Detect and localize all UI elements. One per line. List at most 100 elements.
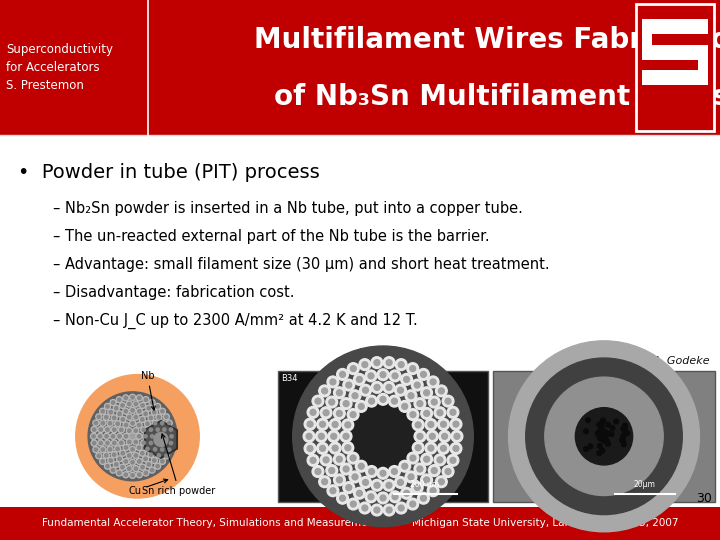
Circle shape — [136, 472, 143, 478]
Circle shape — [169, 428, 173, 431]
Circle shape — [120, 464, 125, 470]
Circle shape — [146, 447, 149, 450]
Circle shape — [307, 407, 319, 418]
Circle shape — [307, 455, 319, 466]
Circle shape — [96, 414, 102, 420]
Circle shape — [621, 427, 626, 431]
Circle shape — [374, 482, 380, 488]
Circle shape — [109, 410, 112, 414]
Circle shape — [329, 399, 335, 405]
Circle shape — [124, 409, 127, 413]
Circle shape — [604, 438, 609, 443]
Text: •  Powder in tube (PIT) process: • Powder in tube (PIT) process — [18, 163, 320, 182]
Circle shape — [166, 420, 172, 426]
Circle shape — [76, 375, 199, 498]
Circle shape — [329, 468, 335, 474]
Circle shape — [320, 407, 332, 418]
Circle shape — [346, 484, 351, 490]
Circle shape — [136, 433, 142, 440]
Circle shape — [131, 474, 134, 477]
Circle shape — [438, 479, 444, 485]
Circle shape — [153, 448, 157, 451]
Text: B34: B34 — [281, 374, 297, 383]
Circle shape — [104, 454, 108, 457]
Text: –: – — [52, 229, 59, 244]
Circle shape — [121, 418, 125, 421]
Circle shape — [121, 451, 125, 455]
Circle shape — [98, 427, 104, 433]
Circle shape — [111, 415, 117, 421]
Circle shape — [399, 401, 410, 412]
Circle shape — [425, 442, 437, 454]
Circle shape — [366, 465, 377, 477]
Circle shape — [168, 427, 174, 433]
Circle shape — [359, 463, 364, 469]
Circle shape — [92, 441, 96, 445]
Circle shape — [337, 368, 348, 380]
Circle shape — [312, 465, 324, 477]
Text: 20μm: 20μm — [633, 480, 655, 489]
Circle shape — [430, 488, 436, 494]
Circle shape — [120, 428, 123, 431]
Circle shape — [97, 415, 101, 418]
Circle shape — [140, 451, 144, 455]
Circle shape — [149, 428, 153, 431]
Circle shape — [143, 456, 148, 462]
Circle shape — [413, 419, 424, 431]
Circle shape — [405, 390, 417, 402]
Circle shape — [447, 407, 459, 418]
Circle shape — [454, 434, 460, 439]
Circle shape — [420, 387, 433, 399]
Circle shape — [606, 441, 611, 446]
Circle shape — [106, 428, 109, 431]
Circle shape — [420, 474, 433, 486]
Circle shape — [336, 456, 342, 462]
Circle shape — [304, 443, 316, 454]
Circle shape — [310, 409, 316, 415]
Circle shape — [136, 408, 143, 414]
Circle shape — [369, 398, 374, 404]
Circle shape — [110, 467, 116, 473]
Circle shape — [429, 434, 435, 439]
Circle shape — [168, 448, 171, 451]
Circle shape — [104, 463, 110, 469]
Circle shape — [312, 395, 324, 407]
Text: Fundamental Accelerator Theory, Simulations and Measurement Lab – Michigan State: Fundamental Accelerator Theory, Simulati… — [42, 518, 678, 529]
Circle shape — [332, 422, 338, 428]
Circle shape — [99, 408, 106, 414]
Circle shape — [352, 393, 358, 399]
Circle shape — [597, 430, 601, 435]
Circle shape — [153, 422, 157, 425]
Circle shape — [93, 447, 99, 453]
Circle shape — [600, 418, 606, 423]
Circle shape — [317, 418, 328, 430]
Circle shape — [333, 454, 345, 465]
Circle shape — [109, 459, 112, 462]
Circle shape — [389, 491, 401, 503]
Circle shape — [106, 405, 109, 408]
Circle shape — [138, 409, 141, 413]
Circle shape — [130, 420, 135, 427]
Circle shape — [445, 398, 451, 404]
Bar — [642, 45, 708, 60]
Circle shape — [437, 457, 443, 463]
Bar — [642, 70, 708, 85]
Circle shape — [588, 444, 593, 449]
Circle shape — [101, 410, 104, 413]
Circle shape — [156, 453, 162, 458]
Circle shape — [407, 452, 419, 464]
Circle shape — [109, 422, 112, 425]
Circle shape — [441, 434, 448, 439]
Circle shape — [138, 423, 140, 427]
Circle shape — [392, 373, 398, 379]
Circle shape — [621, 442, 626, 447]
Circle shape — [118, 457, 121, 461]
Circle shape — [132, 439, 139, 445]
Circle shape — [133, 401, 139, 407]
Circle shape — [441, 446, 446, 451]
Circle shape — [159, 458, 166, 464]
Circle shape — [142, 428, 145, 431]
Text: Sn rich powder: Sn rich powder — [143, 434, 216, 496]
Circle shape — [114, 463, 118, 466]
Circle shape — [428, 396, 440, 408]
